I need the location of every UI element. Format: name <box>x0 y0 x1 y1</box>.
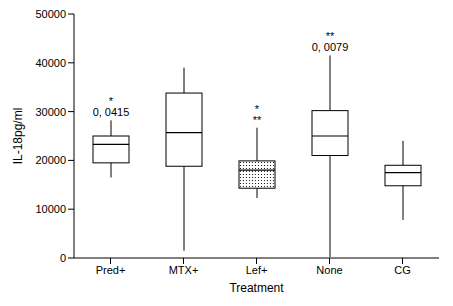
svg-text:40000: 40000 <box>35 57 66 69</box>
svg-text:None: None <box>316 264 342 276</box>
svg-text:0: 0 <box>60 252 66 264</box>
svg-text:50000: 50000 <box>35 8 66 20</box>
svg-text:IL-18pg/ml: IL-18pg/ml <box>11 108 25 165</box>
svg-text:20000: 20000 <box>35 154 66 166</box>
svg-text:0, 0079: 0, 0079 <box>312 41 349 53</box>
svg-text:0, 0415: 0, 0415 <box>93 106 130 118</box>
svg-text:10000: 10000 <box>35 203 66 215</box>
svg-text:MTX+: MTX+ <box>169 264 199 276</box>
svg-text:30000: 30000 <box>35 106 66 118</box>
svg-text:**: ** <box>253 114 262 126</box>
svg-text:Treatment: Treatment <box>229 281 284 295</box>
svg-text:CG: CG <box>394 264 411 276</box>
svg-text:Pred+: Pred+ <box>96 264 126 276</box>
svg-text:Lef+: Lef+ <box>246 264 268 276</box>
